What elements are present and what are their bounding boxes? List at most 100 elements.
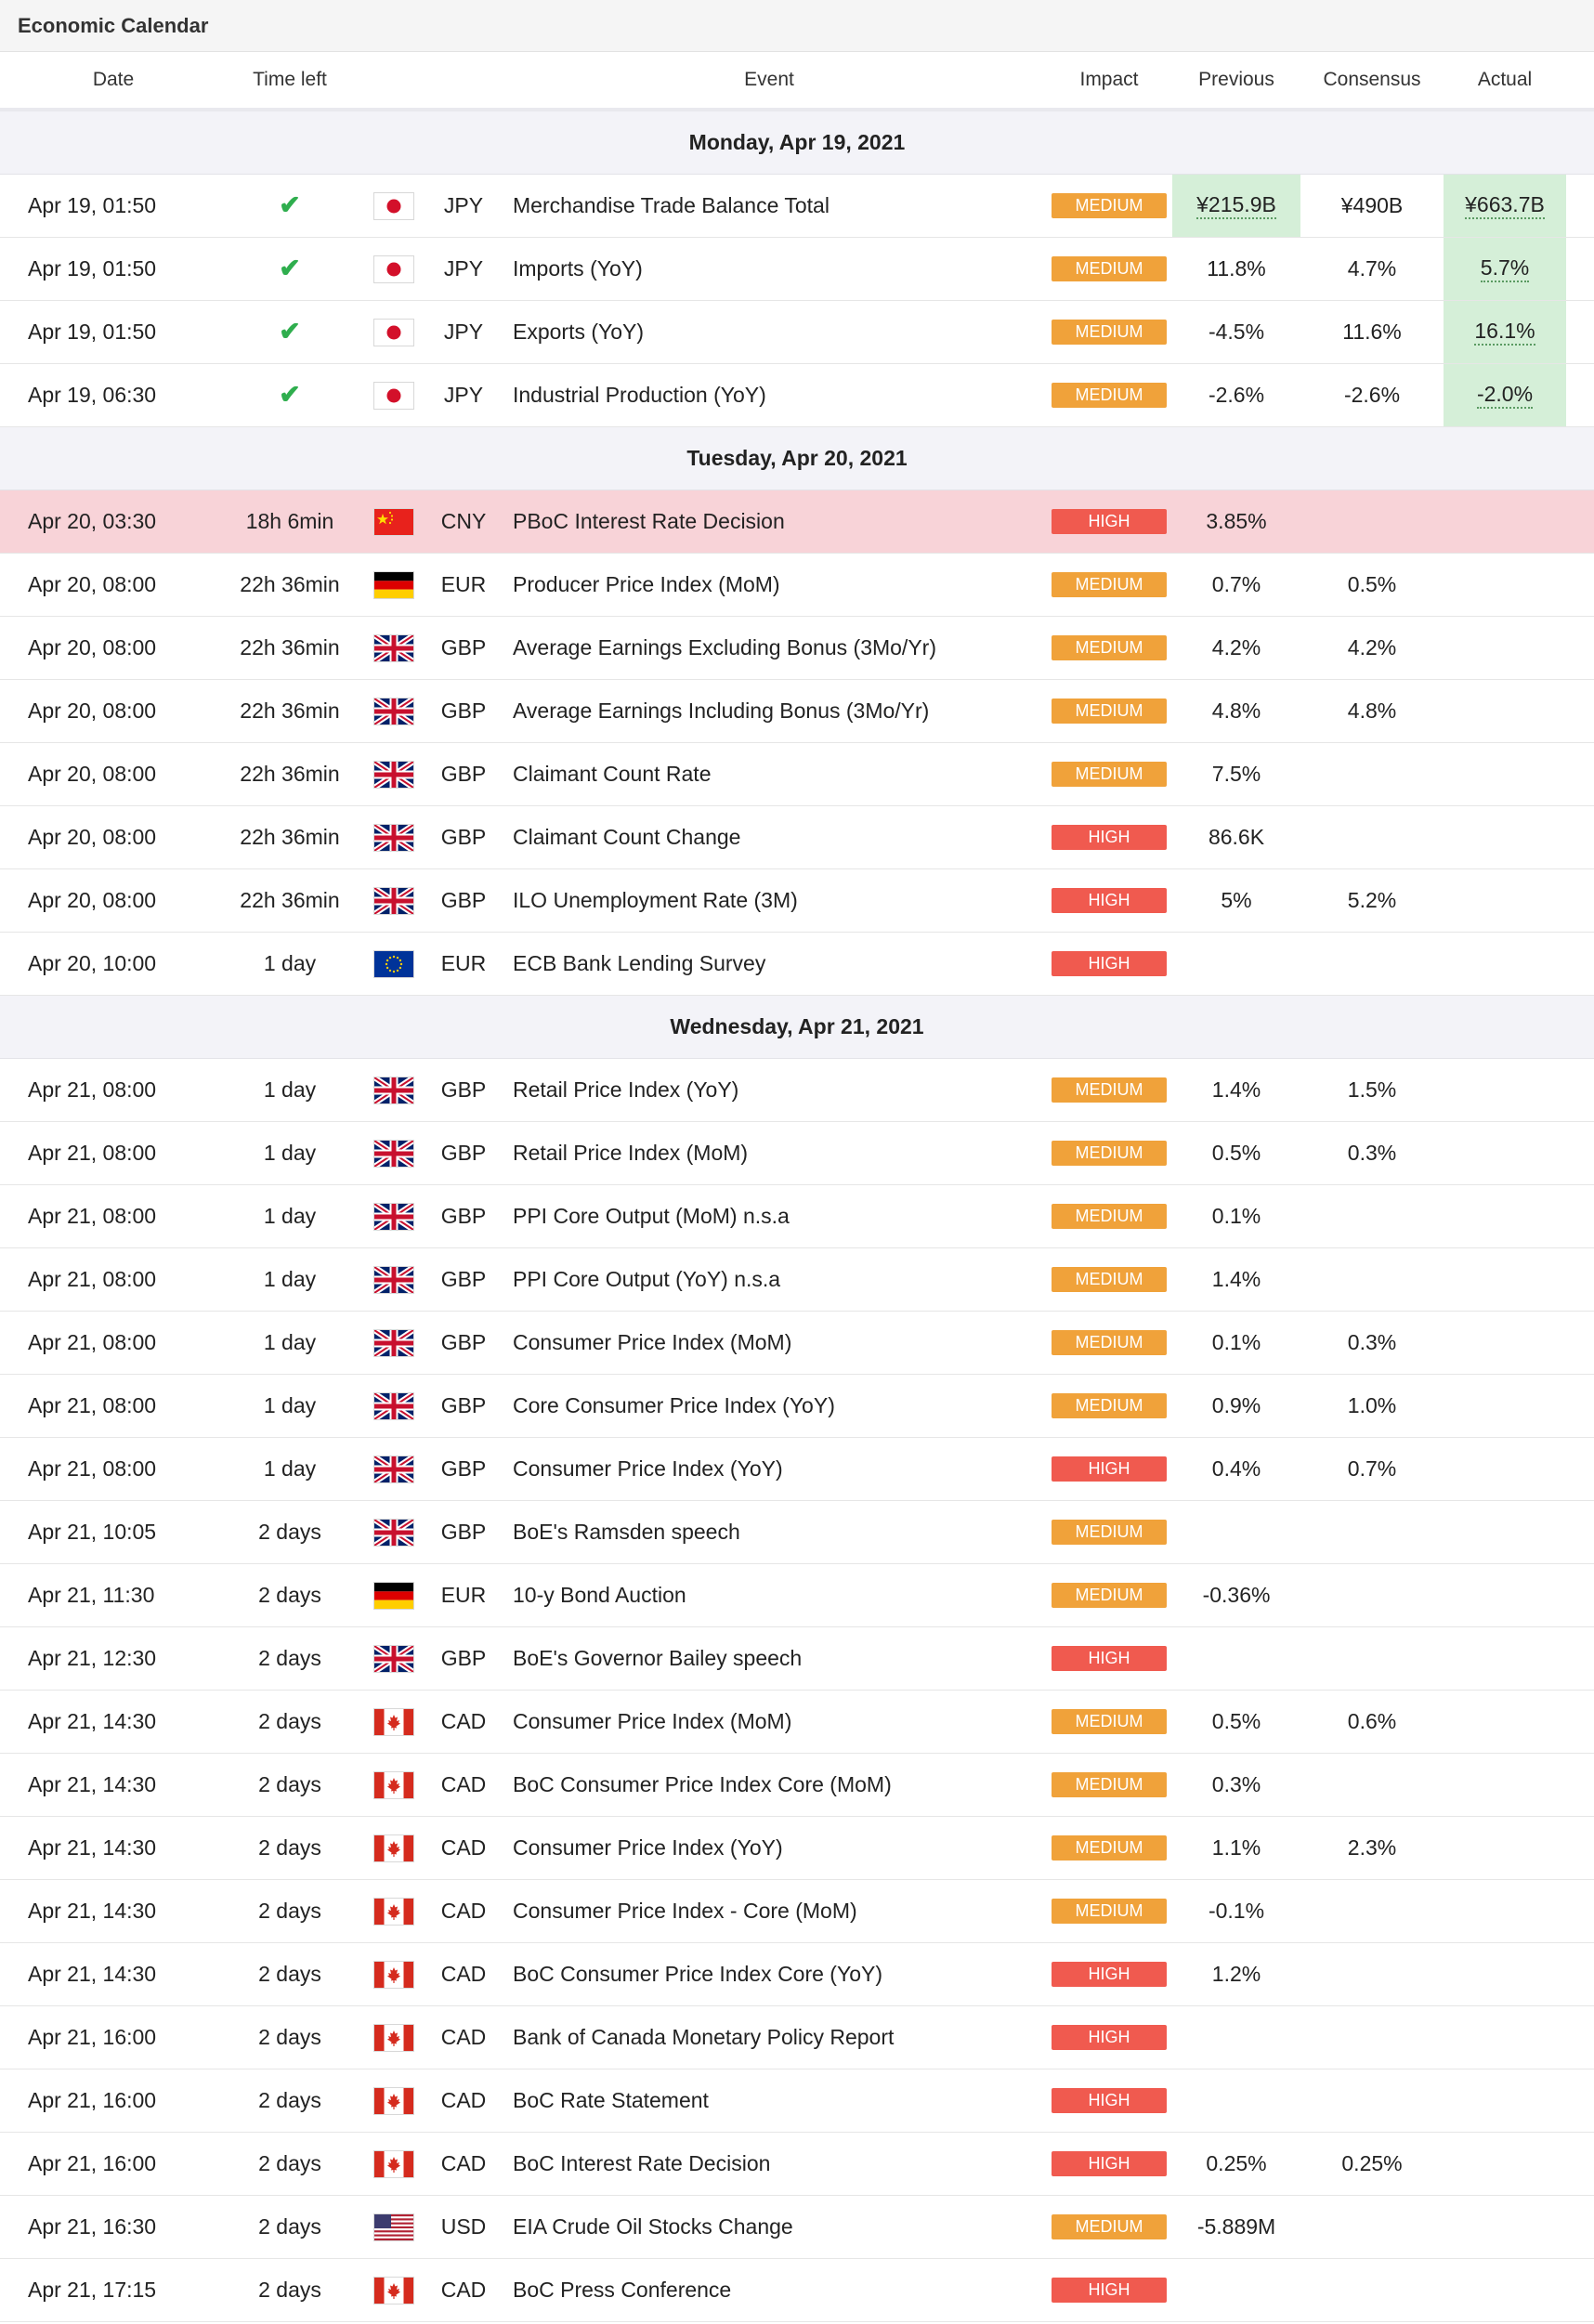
- table-row[interactable]: Apr 21, 08:00 1 day GBP Consumer Price I…: [0, 1438, 1594, 1501]
- column-header-impact[interactable]: Impact: [1079, 69, 1139, 90]
- check-icon: ✔: [279, 317, 301, 346]
- table-row[interactable]: Apr 19, 01:50 ✔ JPY Merchandise Trade Ba…: [0, 175, 1594, 238]
- time-left-cell: 22h 36min: [227, 762, 353, 787]
- table-row[interactable]: Apr 21, 08:00 1 day GBP Consumer Price I…: [0, 1312, 1594, 1375]
- event-name[interactable]: Consumer Price Index (YoY): [513, 1835, 783, 1860]
- event-date: Apr 21, 08:00: [28, 1456, 157, 1481]
- de-flag-icon: [353, 1582, 435, 1609]
- table-row[interactable]: Apr 20, 08:00 22h 36min GBP Average Earn…: [0, 680, 1594, 743]
- column-header-actual[interactable]: Actual: [1477, 69, 1533, 90]
- event-name[interactable]: Consumer Price Index - Core (MoM): [513, 1899, 857, 1923]
- event-name[interactable]: ILO Unemployment Rate (3M): [513, 888, 798, 912]
- previous-value: 0.7%: [1211, 572, 1261, 596]
- table-row[interactable]: Apr 21, 14:30 2 days CAD BoC Consumer Pr…: [0, 1943, 1594, 2006]
- table-row[interactable]: Apr 21, 14:30 2 days CAD BoC Consumer Pr…: [0, 1754, 1594, 1817]
- table-row[interactable]: Apr 21, 08:00 1 day GBP Retail Price Ind…: [0, 1059, 1594, 1122]
- table-row[interactable]: Apr 21, 16:00 2 days CAD BoC Interest Ra…: [0, 2133, 1594, 2196]
- table-row[interactable]: Apr 19, 01:50 ✔ JPY Exports (YoY) MEDIUM…: [0, 301, 1594, 364]
- table-row[interactable]: Apr 20, 10:00 1 day EUR ECB Bank Lending…: [0, 933, 1594, 996]
- event-name[interactable]: Average Earnings Excluding Bonus (3Mo/Yr…: [513, 635, 936, 659]
- event-name[interactable]: BoC Consumer Price Index Core (YoY): [513, 1962, 882, 1986]
- previous-value-cell: [1172, 2006, 1300, 2069]
- actual-value-cell: [1444, 617, 1566, 679]
- table-row[interactable]: Apr 21, 16:30 2 days USD EIA Crude Oil S…: [0, 2196, 1594, 2259]
- event-name[interactable]: PBoC Interest Rate Decision: [513, 509, 785, 533]
- consensus-value-cell: 1.0%: [1300, 1375, 1444, 1437]
- event-name[interactable]: EIA Crude Oil Stocks Change: [513, 2214, 793, 2239]
- column-header-event[interactable]: Event: [744, 69, 794, 90]
- consensus-value-cell: [1300, 1564, 1444, 1626]
- table-row[interactable]: Apr 21, 16:00 2 days CAD BoC Rate Statem…: [0, 2069, 1594, 2133]
- impact-cell: MEDIUM: [1046, 1141, 1172, 1166]
- table-row[interactable]: Apr 20, 03:30 18h 6min CNY PBoC Interest…: [0, 490, 1594, 554]
- currency-code: GBP: [440, 1204, 487, 1228]
- event-name[interactable]: Claimant Count Rate: [513, 762, 712, 786]
- table-row[interactable]: Apr 21, 12:30 2 days GBP BoE's Governor …: [0, 1627, 1594, 1691]
- table-row[interactable]: Apr 20, 08:00 22h 36min GBP Claimant Cou…: [0, 743, 1594, 806]
- event-name[interactable]: Merchandise Trade Balance Total: [513, 193, 830, 217]
- actual-value-cell: [1444, 680, 1566, 742]
- actual-value-cell: -2.0%: [1444, 364, 1566, 426]
- event-name[interactable]: Core Consumer Price Index (YoY): [513, 1393, 835, 1417]
- table-row[interactable]: Apr 21, 10:05 2 days GBP BoE's Ramsden s…: [0, 1501, 1594, 1564]
- event-name[interactable]: 10-y Bond Auction: [513, 1583, 686, 1607]
- table-row[interactable]: Apr 19, 06:30 ✔ JPY Industrial Productio…: [0, 364, 1594, 427]
- event-name[interactable]: PPI Core Output (YoY) n.s.a: [513, 1267, 781, 1291]
- column-header-time-left[interactable]: Time left: [253, 69, 327, 90]
- event-name[interactable]: Producer Price Index (MoM): [513, 572, 780, 596]
- event-name[interactable]: BoE's Ramsden speech: [513, 1520, 740, 1544]
- event-name[interactable]: Bank of Canada Monetary Policy Report: [513, 2025, 895, 2049]
- event-name[interactable]: Average Earnings Including Bonus (3Mo/Yr…: [513, 699, 930, 723]
- column-header-previous[interactable]: Previous: [1198, 69, 1274, 90]
- impact-badge: MEDIUM: [1052, 256, 1167, 281]
- event-name[interactable]: Retail Price Index (MoM): [513, 1141, 749, 1165]
- event-name[interactable]: Claimant Count Change: [513, 825, 741, 849]
- table-row[interactable]: Apr 20, 08:00 22h 36min GBP Average Earn…: [0, 617, 1594, 680]
- event-name[interactable]: ECB Bank Lending Survey: [513, 951, 766, 975]
- event-name[interactable]: Industrial Production (YoY): [513, 383, 766, 407]
- event-name[interactable]: Imports (YoY): [513, 256, 643, 281]
- previous-value-cell: 4.8%: [1172, 680, 1300, 742]
- column-header-consensus[interactable]: Consensus: [1323, 69, 1421, 90]
- event-name[interactable]: BoE's Governor Bailey speech: [513, 1646, 803, 1670]
- currency-code: CAD: [440, 2151, 487, 2175]
- table-row[interactable]: Apr 21, 11:30 2 days EUR 10-y Bond Aucti…: [0, 1564, 1594, 1627]
- ca-flag-icon: [353, 1708, 435, 1735]
- table-row[interactable]: Apr 21, 08:00 1 day GBP Retail Price Ind…: [0, 1122, 1594, 1185]
- time-left: 2 days: [258, 2151, 321, 2175]
- event-name[interactable]: Consumer Price Index (MoM): [513, 1330, 792, 1354]
- impact-cell: MEDIUM: [1046, 193, 1172, 218]
- table-row[interactable]: Apr 20, 08:00 22h 36min GBP Claimant Cou…: [0, 806, 1594, 869]
- table-row[interactable]: Apr 21, 16:00 2 days CAD Bank of Canada …: [0, 2006, 1594, 2069]
- consensus-value-cell: [1300, 1185, 1444, 1247]
- ca-flag-icon: [353, 2150, 435, 2177]
- table-row[interactable]: Apr 19, 01:50 ✔ JPY Imports (YoY) MEDIUM…: [0, 238, 1594, 301]
- previous-value-cell: 1.2%: [1172, 1943, 1300, 2005]
- table-row[interactable]: Apr 20, 08:00 22h 36min EUR Producer Pri…: [0, 554, 1594, 617]
- gb-flag-icon: [353, 1645, 435, 1672]
- gb-flag-icon: [353, 1077, 435, 1103]
- event-name[interactable]: Exports (YoY): [513, 320, 645, 344]
- impact-badge: MEDIUM: [1052, 1835, 1167, 1861]
- table-row[interactable]: Apr 21, 14:30 2 days CAD Consumer Price …: [0, 1880, 1594, 1943]
- actual-value: ¥663.7B: [1465, 192, 1545, 219]
- event-name[interactable]: BoC Consumer Price Index Core (MoM): [513, 1772, 892, 1796]
- table-row[interactable]: Apr 21, 08:00 1 day GBP PPI Core Output …: [0, 1185, 1594, 1248]
- event-name[interactable]: Consumer Price Index (YoY): [513, 1456, 783, 1481]
- event-name[interactable]: Consumer Price Index (MoM): [513, 1709, 792, 1733]
- table-row[interactable]: Apr 21, 14:30 2 days CAD Consumer Price …: [0, 1691, 1594, 1754]
- event-name[interactable]: Retail Price Index (YoY): [513, 1077, 739, 1102]
- event-name[interactable]: BoC Press Conference: [513, 2278, 732, 2302]
- currency-code: GBP: [440, 1077, 487, 1102]
- table-row[interactable]: Apr 21, 14:30 2 days CAD Consumer Price …: [0, 1817, 1594, 1880]
- table-row[interactable]: Apr 21, 17:15 2 days CAD BoC Press Confe…: [0, 2259, 1594, 2322]
- time-left: 1 day: [263, 1330, 317, 1354]
- table-row[interactable]: Apr 21, 08:00 1 day GBP PPI Core Output …: [0, 1248, 1594, 1312]
- column-header-date[interactable]: Date: [92, 69, 135, 90]
- table-row[interactable]: Apr 20, 08:00 22h 36min GBP ILO Unemploy…: [0, 869, 1594, 933]
- event-name[interactable]: BoC Rate Statement: [513, 2088, 709, 2112]
- table-row[interactable]: Apr 21, 08:00 1 day GBP Core Consumer Pr…: [0, 1375, 1594, 1438]
- check-icon: ✔: [279, 190, 301, 219]
- event-name[interactable]: BoC Interest Rate Decision: [513, 2151, 771, 2175]
- event-name[interactable]: PPI Core Output (MoM) n.s.a: [513, 1204, 790, 1228]
